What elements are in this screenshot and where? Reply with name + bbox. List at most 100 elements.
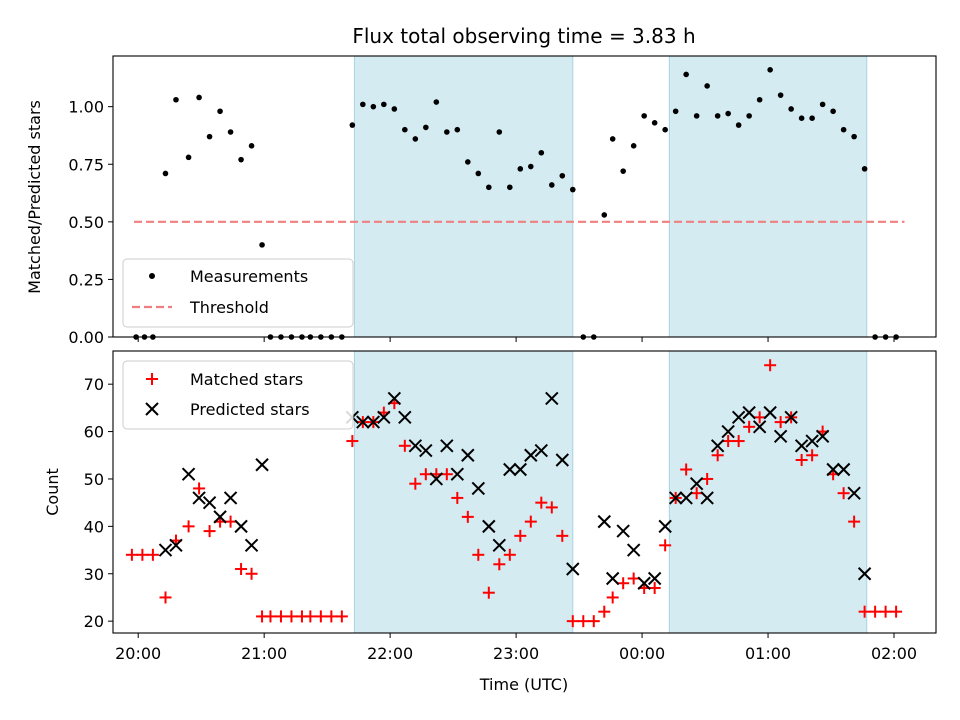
bottom-legend: Matched stars Predicted stars bbox=[122, 360, 354, 430]
data-point bbox=[848, 515, 861, 528]
data-point bbox=[387, 391, 402, 406]
data-point bbox=[486, 184, 492, 191]
data-point bbox=[377, 410, 391, 425]
data-point bbox=[689, 476, 704, 491]
data-point bbox=[475, 170, 482, 177]
data-point bbox=[158, 543, 173, 557]
data-point bbox=[524, 448, 538, 462]
data-point bbox=[566, 562, 580, 576]
x-tick-label: 23:00 bbox=[493, 644, 539, 663]
data-point bbox=[668, 491, 683, 505]
data-point bbox=[419, 443, 433, 458]
shaded-region-1 bbox=[668, 350, 868, 634]
series-predicted-stars bbox=[158, 391, 872, 590]
data-point bbox=[559, 172, 566, 179]
data-point bbox=[245, 567, 258, 580]
data-point bbox=[710, 439, 725, 453]
data-point bbox=[648, 581, 661, 594]
data-point bbox=[767, 67, 773, 73]
data-point bbox=[248, 143, 255, 149]
data-point bbox=[722, 435, 735, 448]
data-point bbox=[472, 548, 485, 561]
legend-measurements-label: Measurements bbox=[190, 267, 308, 286]
data-point bbox=[764, 359, 777, 372]
data-point bbox=[162, 170, 169, 177]
data-point bbox=[763, 405, 777, 420]
bottom-panel: 20 30 40 50 60 70 20:00 21:00 22:00 23:00 00:00 01:… bbox=[43, 350, 937, 694]
data-point bbox=[335, 610, 348, 623]
data-point bbox=[693, 113, 700, 119]
data-point bbox=[837, 487, 850, 500]
data-point bbox=[637, 576, 651, 590]
y-tick-label: 70 bbox=[84, 375, 104, 394]
data-point bbox=[735, 122, 742, 128]
data-point bbox=[714, 113, 721, 119]
data-point bbox=[496, 129, 503, 135]
bottom-axis-ticks: 20 30 40 50 60 70 20:00 21:00 22:00 23:00 00:00 01:… bbox=[84, 375, 917, 663]
data-point bbox=[795, 454, 808, 467]
data-point bbox=[701, 472, 714, 485]
y-tick-label: 0.25 bbox=[68, 270, 104, 289]
y-tick-label: 50 bbox=[84, 470, 104, 489]
data-point bbox=[597, 514, 611, 529]
data-point bbox=[482, 519, 496, 534]
data-point bbox=[746, 113, 752, 119]
data-point bbox=[858, 605, 871, 618]
data-point bbox=[169, 538, 183, 553]
top-axes-frame bbox=[112, 55, 937, 338]
data-point bbox=[360, 101, 366, 108]
legend-matched-label: Matched stars bbox=[190, 370, 303, 389]
data-point bbox=[206, 133, 213, 140]
series-matched-stars bbox=[125, 359, 903, 628]
bottom-shaded-regions bbox=[353, 350, 868, 634]
data-point bbox=[773, 429, 788, 444]
data-point bbox=[725, 110, 731, 117]
data-point bbox=[213, 510, 227, 524]
data-point bbox=[711, 449, 724, 462]
data-point bbox=[356, 415, 370, 429]
bottom-series-marks bbox=[125, 359, 903, 628]
data-point bbox=[314, 610, 327, 623]
data-point bbox=[202, 495, 217, 510]
data-point bbox=[869, 605, 882, 618]
data-point bbox=[440, 468, 453, 481]
data-point bbox=[503, 548, 516, 561]
data-point bbox=[398, 410, 412, 425]
y-tick-label: 0.00 bbox=[68, 328, 104, 347]
data-point bbox=[626, 543, 641, 557]
data-point bbox=[461, 510, 474, 523]
data-point bbox=[429, 472, 444, 486]
data-point bbox=[398, 439, 411, 452]
data-point bbox=[181, 467, 196, 481]
legend-matched-marker bbox=[146, 373, 158, 385]
data-point bbox=[606, 591, 619, 604]
data-point bbox=[798, 115, 805, 121]
data-point bbox=[433, 99, 440, 105]
data-point bbox=[683, 71, 689, 78]
data-point bbox=[662, 126, 668, 133]
data-point bbox=[492, 538, 507, 553]
y-tick-label: 30 bbox=[84, 565, 104, 584]
data-point bbox=[259, 242, 265, 248]
data-point bbox=[238, 156, 244, 163]
y-tick-label: 20 bbox=[84, 612, 104, 631]
data-point bbox=[836, 462, 851, 477]
data-point bbox=[756, 96, 763, 103]
shaded-region-0 bbox=[353, 350, 574, 634]
data-point bbox=[700, 491, 714, 505]
data-point bbox=[658, 519, 672, 534]
data-point bbox=[777, 92, 784, 98]
data-point bbox=[805, 434, 819, 448]
data-point bbox=[784, 410, 798, 425]
data-point bbox=[192, 491, 206, 505]
data-point bbox=[304, 610, 317, 623]
data-point bbox=[731, 410, 746, 425]
data-point bbox=[440, 439, 454, 453]
data-point bbox=[545, 391, 559, 406]
data-point bbox=[616, 524, 630, 538]
data-point bbox=[620, 168, 626, 174]
x-tick-label: 00:00 bbox=[619, 644, 665, 663]
data-point bbox=[609, 136, 616, 142]
bottom-legend-box bbox=[122, 360, 354, 430]
data-point bbox=[444, 129, 450, 135]
